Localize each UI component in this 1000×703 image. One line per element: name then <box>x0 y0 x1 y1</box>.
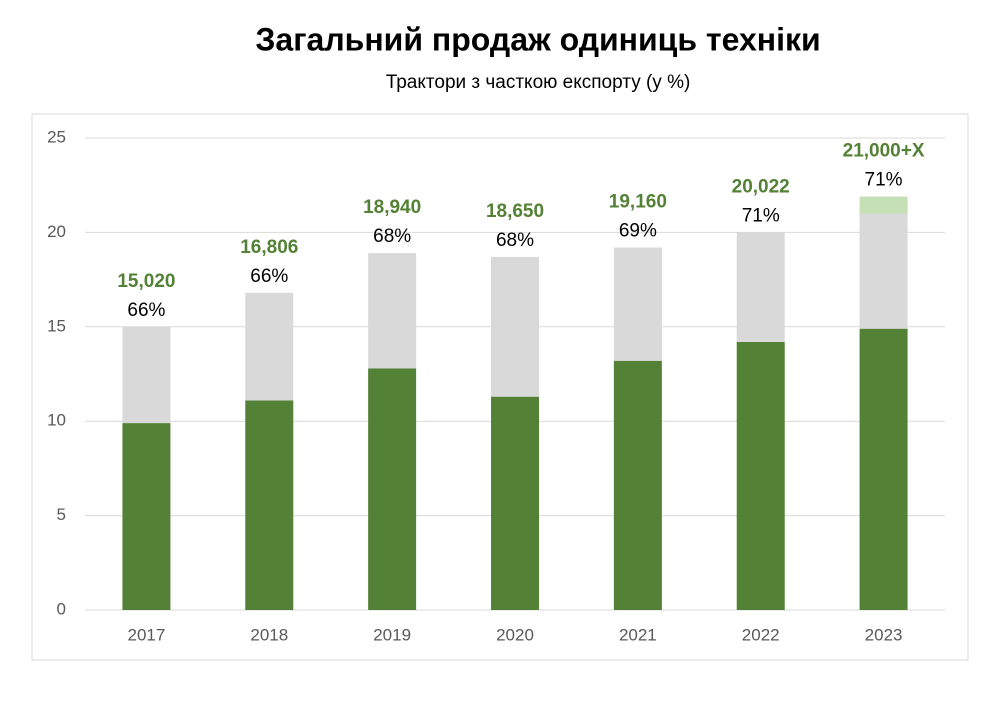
bar-segment <box>368 368 417 610</box>
x-tick-label: 2019 <box>373 625 411 644</box>
x-tick-label: 2018 <box>250 625 288 644</box>
share-label: 71% <box>742 205 780 226</box>
bar-segment <box>613 247 662 361</box>
x-tick-label: 2017 <box>128 625 166 644</box>
total-label: 15,020 <box>117 271 175 292</box>
total-label: 20,022 <box>732 176 790 197</box>
bar-segment <box>859 213 908 329</box>
total-label: 18,940 <box>363 197 421 218</box>
bar-segment <box>368 253 417 369</box>
share-label: 68% <box>496 230 534 251</box>
share-label: 69% <box>619 221 657 242</box>
bar-segment <box>245 292 294 401</box>
bar-segment <box>122 423 171 610</box>
bar-segment <box>491 396 539 610</box>
y-tick-label: 25 <box>47 127 66 146</box>
y-tick-label: 10 <box>47 411 66 430</box>
total-label: 18,650 <box>486 201 544 222</box>
y-tick-label: 20 <box>47 222 66 241</box>
y-tick-label: 15 <box>47 316 66 335</box>
x-tick-label: 2021 <box>619 625 657 644</box>
chart-title: Загальний продаж одиниць техніки <box>255 21 820 57</box>
share-label: 66% <box>127 300 165 321</box>
x-tick-label: 2022 <box>742 625 780 644</box>
bar-segment <box>122 326 171 424</box>
share-label: 68% <box>373 226 411 247</box>
bar-segment <box>613 360 662 610</box>
y-tick-label: 5 <box>57 505 66 524</box>
bar-segment <box>491 256 539 397</box>
bar-segment <box>859 328 908 610</box>
total-label: 21,000+X <box>843 141 925 162</box>
y-tick-label: 0 <box>57 599 66 618</box>
bar-segment <box>859 196 908 214</box>
x-tick-label: 2020 <box>496 625 534 644</box>
total-label: 19,160 <box>609 192 667 213</box>
total-label: 16,806 <box>240 237 298 258</box>
share-label: 71% <box>865 170 903 191</box>
bar-segment <box>736 232 785 342</box>
bar-segment <box>736 341 785 610</box>
x-tick-label: 2023 <box>865 625 903 644</box>
share-label: 66% <box>250 266 288 287</box>
chart-subtitle: Трактори з часткою експорту (у %) <box>386 72 691 93</box>
bar-segment <box>245 400 294 610</box>
